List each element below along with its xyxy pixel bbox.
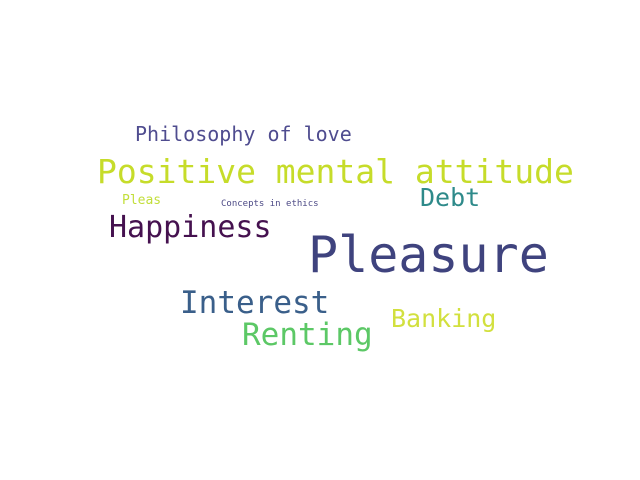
word-pleas: Pleas [122,193,162,208]
word-debt: Debt [420,183,481,212]
word-philosophy-of-love: Philosophy of love [135,122,352,146]
word-concepts-in-ethics: Concepts in ethics [221,199,319,209]
word-pleasure: Pleasure [308,226,549,284]
word-renting: Renting [242,317,373,353]
word-happiness: Happiness [109,210,272,245]
word-interest: Interest [180,285,330,321]
word-banking: Banking [391,304,497,333]
word-positive-mental-attitude: Positive mental attitude [97,152,574,191]
